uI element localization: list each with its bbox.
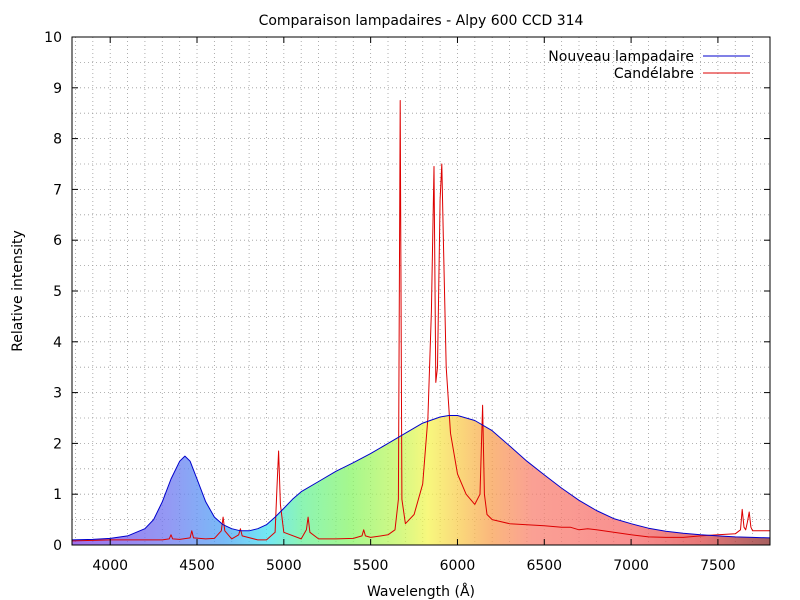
x-tick-label: 4000 [92, 558, 128, 574]
x-tick-label: 6500 [526, 558, 562, 574]
y-tick-label: 2 [53, 436, 62, 452]
x-tick-label: 7000 [613, 558, 649, 574]
y-tick-label: 8 [53, 132, 62, 148]
series-layer [72, 100, 770, 542]
chart-title: Comparaison lampadaires - Alpy 600 CCD 3… [259, 13, 584, 29]
axis-ticks: 4000 4500 5000 5500 6000 6500 7000 7500 0 1 2 3 4 5 6 7… [44, 30, 770, 574]
x-tick-label: 5000 [266, 558, 302, 574]
x-tick-label: 7500 [700, 558, 736, 574]
y-axis-label: Relative intensity [10, 230, 26, 352]
y-tick-label: 5 [53, 284, 62, 300]
x-tick-label: 5500 [353, 558, 389, 574]
y-tick-label: 4 [53, 335, 62, 351]
y-tick-label: 10 [44, 30, 62, 46]
x-axis-label: Wavelength (Å) [367, 583, 475, 600]
y-tick-label: 1 [53, 487, 62, 503]
x-tick-label: 6000 [440, 558, 476, 574]
x-tick-label: 4500 [179, 558, 215, 574]
y-tick-label: 9 [53, 81, 62, 97]
legend-label: Candélabre [614, 66, 694, 82]
y-tick-label: 7 [53, 182, 62, 198]
series-line-nouveau-lampadaire [72, 415, 770, 541]
series-line-candelabre [72, 100, 770, 542]
y-tick-label: 0 [53, 538, 62, 554]
legend-label: Nouveau lampadaire [548, 49, 694, 65]
y-tick-label: 3 [53, 386, 62, 402]
y-tick-label: 6 [53, 233, 62, 249]
spectrum-fill-area [72, 415, 770, 545]
